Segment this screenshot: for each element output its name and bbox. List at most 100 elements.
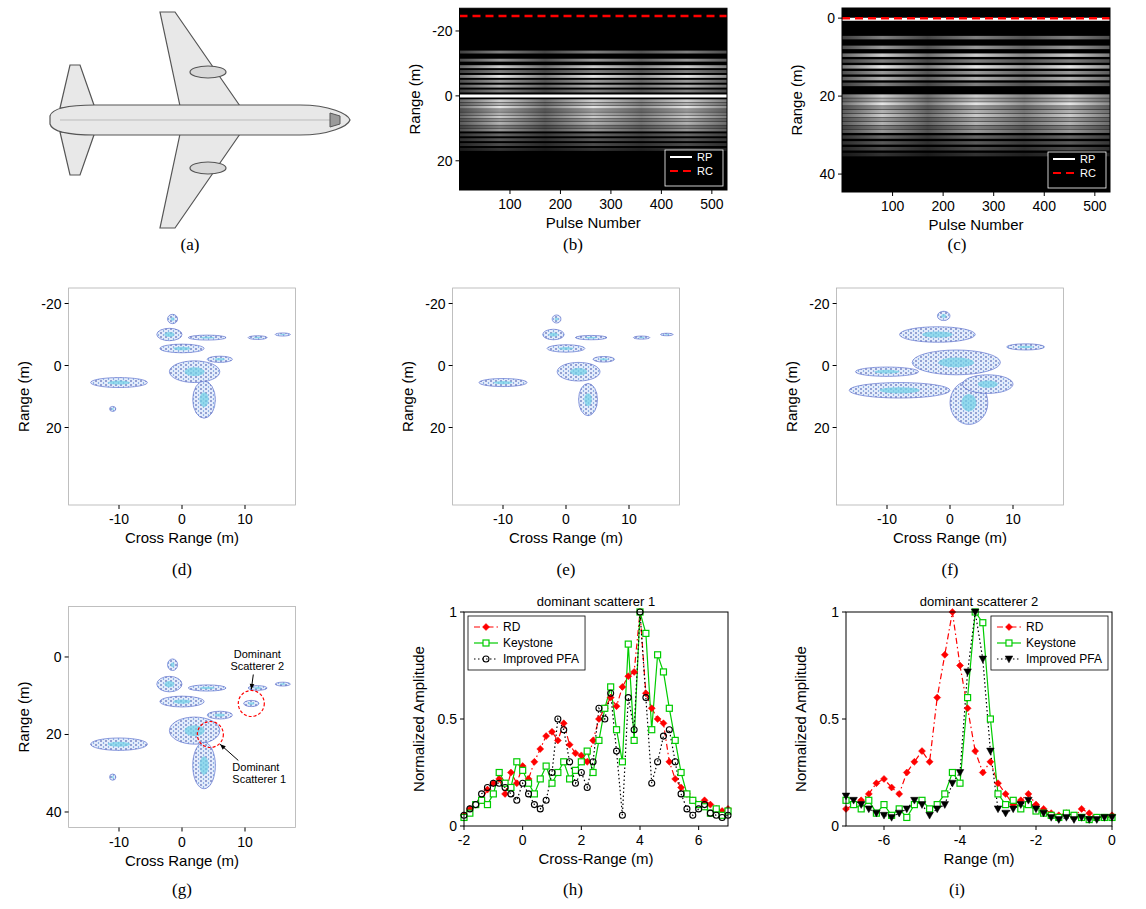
series-marker <box>514 759 520 765</box>
range-streak <box>460 59 728 62</box>
scatterer-core <box>111 408 114 410</box>
engine <box>190 162 226 174</box>
series-marker <box>490 780 496 786</box>
scatterer-blob <box>661 333 674 335</box>
series-marker <box>502 784 508 790</box>
series-marker <box>490 791 496 797</box>
legend-box <box>468 616 585 670</box>
series-marker <box>707 810 713 816</box>
scatterer-blob <box>91 738 148 750</box>
scatterer-core <box>173 347 191 350</box>
scatterer-blob <box>849 383 950 399</box>
series-marker <box>655 652 661 658</box>
scatterer-core <box>200 687 215 689</box>
series-marker <box>566 741 573 748</box>
scatterer-blob <box>91 378 148 388</box>
range-streak <box>460 133 728 136</box>
scatterer-blob <box>160 696 204 707</box>
x-tick <box>1036 826 1037 830</box>
range-streak <box>460 70 728 73</box>
legend-marker <box>1005 656 1013 663</box>
scatterer-blob <box>856 367 919 376</box>
image-ground <box>460 8 728 190</box>
series-marker <box>1017 802 1025 809</box>
legend-label: Improved PFA <box>503 652 579 666</box>
series-marker <box>554 737 561 744</box>
y-tick <box>460 826 464 827</box>
series-marker <box>713 806 719 812</box>
range-streak <box>842 135 1110 139</box>
y-tick <box>842 826 846 827</box>
legend-label: Keystone <box>1026 636 1076 650</box>
legend-marker <box>483 640 489 646</box>
legend-marker <box>1005 624 1012 631</box>
y-tick-label: -20 <box>432 23 452 39</box>
range-streak <box>460 109 728 112</box>
engine <box>190 66 226 78</box>
legend: RDKeystoneImproved PFA <box>468 616 585 670</box>
x-tick-label: 100 <box>498 196 522 212</box>
x-tick-label: 0 <box>562 511 570 527</box>
y-tick <box>65 427 69 428</box>
scatterer-blob <box>552 315 561 323</box>
legend-label: Improved PFA <box>1026 652 1102 666</box>
y-tick <box>65 303 69 304</box>
scatterer-core <box>215 358 225 360</box>
series-marker <box>1085 817 1093 824</box>
x-tick <box>503 505 504 509</box>
scatterer-core <box>164 332 174 337</box>
x-tick <box>1112 826 1113 830</box>
scatterer-blob <box>168 314 178 323</box>
panel-label: (c) <box>948 235 967 254</box>
scatterer-core <box>939 357 974 367</box>
x-tick <box>245 828 246 832</box>
series-markers <box>461 609 732 821</box>
series-marker <box>949 770 955 776</box>
series-marker <box>942 791 948 797</box>
scatterer-blob <box>169 361 219 383</box>
series-marker <box>995 780 1002 787</box>
y-tick <box>65 811 69 812</box>
range-streak <box>460 85 728 88</box>
x-tick-label: 10 <box>1005 511 1021 527</box>
legend: RPRC <box>665 150 723 186</box>
annotation-line: Dominant <box>234 648 281 660</box>
plot-frame <box>69 607 296 828</box>
range-streak <box>842 59 1110 63</box>
series-marker <box>479 791 485 797</box>
series-marker <box>584 748 590 754</box>
scatterer-core <box>961 394 976 411</box>
scatterer-core <box>1018 346 1033 348</box>
series-marker <box>881 775 888 782</box>
x-tick <box>182 828 183 832</box>
range-streak <box>842 114 1110 118</box>
series-marker <box>507 769 514 776</box>
series-marker <box>965 695 971 701</box>
series-marker <box>1101 814 1108 821</box>
series-marker <box>608 684 614 690</box>
series-marker <box>956 770 964 777</box>
range-streak <box>460 125 728 128</box>
series-marker <box>1010 797 1016 803</box>
chart-title: dominant scatterer 2 <box>920 594 1039 609</box>
x-tick <box>1013 505 1014 509</box>
panel-label: (h) <box>563 880 583 899</box>
series-marker <box>850 797 858 804</box>
series-marker <box>473 802 479 808</box>
x-tick-label: 2 <box>577 832 585 848</box>
series-marker <box>896 790 903 797</box>
y-tick <box>456 30 460 31</box>
scatterer-core <box>248 702 254 704</box>
x-tick-label: 400 <box>650 196 674 212</box>
series-marker <box>619 683 626 690</box>
x-tick-label: 0 <box>1108 832 1116 848</box>
legend-label: Keystone <box>503 636 553 650</box>
range-streak <box>460 112 728 115</box>
y-tick-label: 40 <box>46 804 62 820</box>
y-tick <box>833 427 837 428</box>
image-ground <box>842 8 1110 192</box>
x-tick <box>698 826 699 830</box>
series-marker <box>873 780 880 787</box>
scatterer-core <box>280 683 286 685</box>
series-marker <box>1063 814 1071 821</box>
